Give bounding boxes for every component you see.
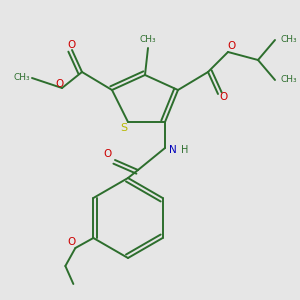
- Text: O: O: [68, 40, 76, 50]
- Text: CH₃: CH₃: [281, 76, 297, 85]
- Text: S: S: [120, 123, 128, 133]
- Text: H: H: [181, 145, 189, 155]
- Text: CH₃: CH₃: [281, 35, 297, 44]
- Text: O: O: [228, 41, 236, 51]
- Text: O: O: [55, 79, 63, 89]
- Text: O: O: [103, 149, 111, 159]
- Text: N: N: [169, 145, 177, 155]
- Text: O: O: [67, 237, 76, 247]
- Text: O: O: [219, 92, 227, 102]
- Text: CH₃: CH₃: [140, 35, 156, 44]
- Text: CH₃: CH₃: [14, 74, 30, 82]
